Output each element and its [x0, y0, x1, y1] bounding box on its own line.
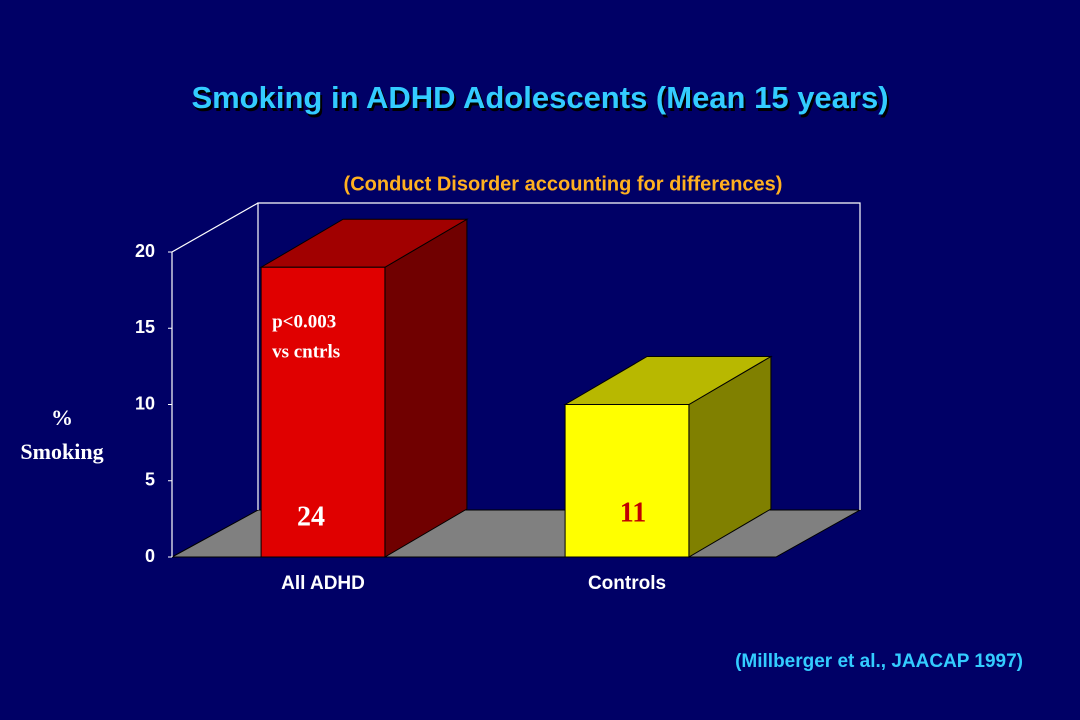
bar — [260, 266, 386, 558]
y-tick-label: 20 — [135, 241, 155, 261]
y-axis-label: Smoking — [20, 439, 103, 464]
title-shadow: Smoking in ADHD Adolescents (Mean 15 yea… — [193, 83, 890, 118]
bar-annotation: 24 — [297, 501, 325, 532]
x-tick-label: Controls — [588, 573, 666, 594]
y-tick-label: 5 — [145, 470, 155, 490]
y-tick-label: 10 — [135, 393, 155, 413]
source: (Millberger et al., JAACAP 1997) — [735, 651, 1023, 672]
y-axis-label: % — [51, 405, 73, 430]
subtitle: (Conduct Disorder accounting for differe… — [344, 173, 783, 195]
bar-annotation: 11 — [620, 497, 646, 528]
annotation: p<0.003 — [272, 311, 336, 332]
annotation: vs cntrls — [272, 341, 340, 362]
chart-title: Smoking in ADHD Adolescents (Mean 15 yea… — [191, 80, 888, 115]
x-tick-label: All ADHD — [281, 573, 365, 594]
y-tick-label: 15 — [135, 317, 155, 337]
y-tick-label: 0 — [145, 546, 155, 566]
bar — [564, 404, 690, 558]
back-wall — [257, 202, 861, 510]
bar-side — [384, 218, 468, 558]
